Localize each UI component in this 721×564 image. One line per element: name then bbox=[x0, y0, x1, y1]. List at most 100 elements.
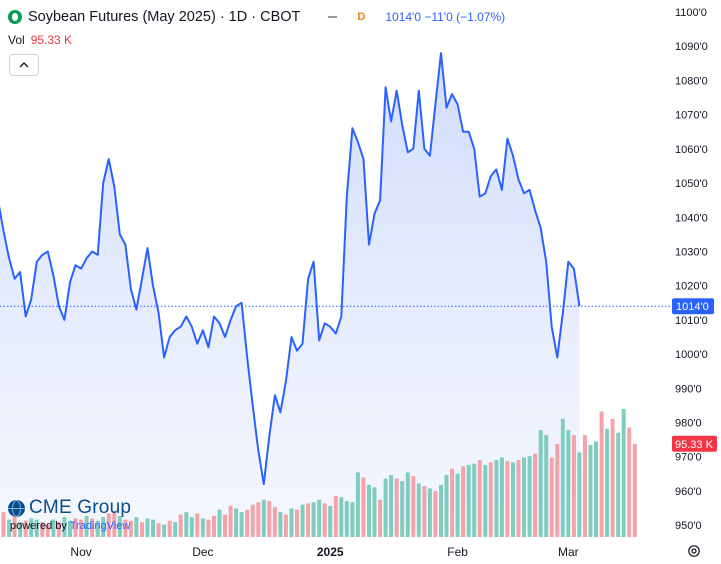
volume-bar bbox=[378, 499, 383, 537]
volume-bar bbox=[616, 432, 621, 537]
volume-bar bbox=[355, 472, 360, 537]
volume-bar bbox=[128, 520, 133, 537]
volume-bar bbox=[383, 478, 388, 537]
volume-bar bbox=[23, 520, 28, 537]
volume-bar bbox=[555, 443, 560, 537]
volume-bar bbox=[317, 499, 322, 537]
volume-bar bbox=[588, 445, 593, 537]
delayed-flag[interactable]: D bbox=[357, 11, 366, 23]
y-tick-label: 1020'0 bbox=[675, 281, 708, 293]
volume-bar bbox=[140, 522, 144, 537]
volume-bar bbox=[134, 517, 139, 537]
volume-bar bbox=[511, 462, 515, 537]
volume-bar bbox=[295, 509, 299, 537]
volume-bar bbox=[228, 505, 233, 537]
volume-bar bbox=[527, 456, 532, 537]
volume-bar bbox=[311, 502, 316, 537]
volume-bar bbox=[632, 443, 637, 537]
volume-bar bbox=[577, 452, 582, 537]
volume-bar bbox=[1, 512, 6, 537]
volume-bar bbox=[571, 435, 576, 537]
branding[interactable]: CME Group powered by TradingView bbox=[8, 497, 131, 532]
x-axis: Nov Dec 2025 Feb Mar bbox=[70, 545, 578, 559]
volume-bar bbox=[173, 522, 178, 537]
volume-bar bbox=[283, 514, 288, 537]
volume-bar bbox=[261, 499, 266, 537]
y-tick-label: 1100'0 bbox=[675, 7, 707, 19]
volume-bar bbox=[256, 502, 261, 537]
provider-name: TradingView bbox=[69, 520, 131, 532]
minus-icon[interactable] bbox=[328, 16, 338, 18]
y-tick-label: 1070'0 bbox=[675, 110, 708, 122]
volume-bar bbox=[79, 519, 84, 537]
volume-bar bbox=[594, 441, 598, 537]
volume-bar bbox=[34, 519, 39, 537]
y-tick-label: 1040'0 bbox=[675, 212, 708, 224]
y-tick-label: 950'0 bbox=[675, 520, 702, 532]
chart-header: Soybean Futures (May 2025) · 1D · CBOT D… bbox=[8, 6, 505, 28]
y-tick-label: 1090'0 bbox=[675, 41, 708, 53]
volume-bar bbox=[344, 501, 349, 537]
last-volume-label: 95.33 K bbox=[675, 439, 714, 451]
volume-bar bbox=[333, 496, 338, 537]
x-tick-label: Mar bbox=[558, 545, 579, 559]
powered-by: powered by TradingView bbox=[10, 520, 131, 532]
volume-legend: Vol 95.33 K bbox=[8, 33, 72, 47]
volume-bar bbox=[212, 515, 216, 537]
volume-bar bbox=[416, 483, 421, 537]
volume-bar bbox=[605, 428, 610, 537]
x-tick-label: 2025 bbox=[317, 545, 344, 559]
volume-bar bbox=[522, 457, 526, 537]
volume-bar bbox=[151, 519, 155, 537]
volume-bar bbox=[101, 517, 106, 537]
volume-bar bbox=[267, 501, 272, 537]
volume-bar bbox=[178, 514, 183, 537]
volume-bar bbox=[200, 518, 205, 537]
volume-bar bbox=[405, 472, 410, 537]
y-tick-label: 980'0 bbox=[675, 418, 702, 430]
volume-bar bbox=[483, 464, 488, 537]
volume-bar bbox=[621, 409, 626, 537]
y-tick-label: 990'0 bbox=[675, 383, 702, 395]
volume-bar bbox=[195, 513, 200, 537]
x-tick-label: Dec bbox=[192, 545, 213, 559]
volume-bar bbox=[40, 522, 45, 537]
y-tick-label: 1060'0 bbox=[675, 144, 708, 156]
volume-bar bbox=[184, 512, 189, 537]
collapse-legend-button[interactable] bbox=[9, 54, 39, 76]
y-tick-label: 1000'0 bbox=[675, 349, 708, 361]
last-price-label-bg bbox=[672, 298, 714, 315]
volume-bar bbox=[422, 486, 427, 537]
volume-bar bbox=[610, 418, 615, 537]
volume-label: Vol bbox=[8, 33, 25, 47]
volume-bar bbox=[206, 519, 211, 537]
volume-bar bbox=[322, 503, 327, 537]
volume-bar bbox=[544, 435, 549, 537]
volume-bar bbox=[300, 504, 305, 537]
volume-bar bbox=[112, 510, 117, 537]
x-tick-label: Feb bbox=[447, 545, 468, 559]
volume-bar bbox=[12, 517, 17, 537]
volume-bar bbox=[439, 484, 443, 537]
volume-bar bbox=[68, 520, 72, 537]
volume-bar bbox=[444, 474, 449, 537]
volume-bar bbox=[400, 481, 405, 537]
settings-icon[interactable] bbox=[686, 544, 702, 560]
chevron-up-icon bbox=[19, 62, 29, 68]
symbol-title[interactable]: Soybean Futures (May 2025) · 1D · CBOT bbox=[28, 9, 301, 25]
volume-bar bbox=[566, 430, 571, 537]
volume-bar bbox=[189, 517, 194, 537]
volume-bar bbox=[223, 514, 227, 537]
volume-bar bbox=[272, 507, 277, 537]
volume-bar bbox=[106, 513, 111, 537]
volume-bar bbox=[306, 503, 311, 537]
volume-bar bbox=[499, 457, 504, 537]
volume-bar bbox=[461, 466, 466, 537]
powered-by-label: powered by bbox=[10, 520, 67, 532]
y-tick-label: 1050'0 bbox=[675, 178, 708, 190]
volume-bar bbox=[533, 453, 538, 537]
cme-logo-text: CME Group bbox=[29, 497, 132, 518]
y-tick-label: 970'0 bbox=[675, 452, 702, 464]
volume-bar bbox=[234, 508, 239, 537]
